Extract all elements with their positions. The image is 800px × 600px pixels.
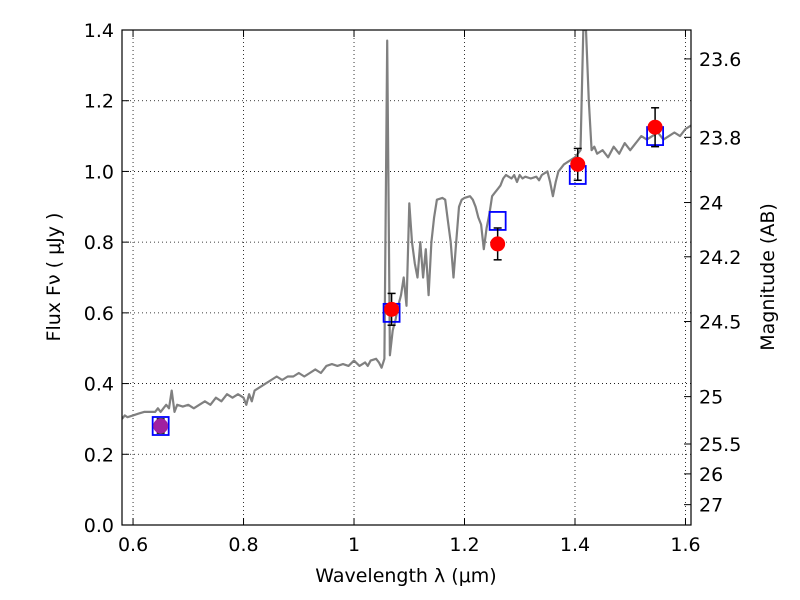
y-tick-label: 0.0: [84, 515, 114, 537]
y-tick-label: 0.8: [84, 232, 114, 254]
y2-tick-label: 24.2: [699, 247, 741, 269]
y2-tick-label: 27: [699, 495, 723, 517]
x-tick-label: 1.6: [670, 534, 700, 556]
y-axis-label: Flux Fν ( μJy ): [43, 213, 65, 342]
x-tick-label: 1.2: [449, 534, 479, 556]
y-tick-label: 1.2: [84, 91, 114, 113]
y-tick-label: 0.6: [84, 303, 114, 325]
y2-tick-label: 24.5: [699, 312, 741, 334]
y2-tick-label: 23.6: [699, 49, 741, 71]
x-axis-label: Wavelength λ (μm): [315, 565, 496, 587]
model-square-marker: [151, 416, 170, 436]
y2-tick-label: 25.5: [699, 434, 741, 456]
observed-point: [384, 301, 400, 317]
y-tick-label: 1.0: [84, 161, 114, 183]
observed-point: [647, 119, 663, 135]
y2-tick-label: 24: [699, 193, 723, 215]
observed-point: [490, 236, 506, 252]
y-tick-label: 0.2: [84, 444, 114, 466]
y2-tick-label: 26: [699, 464, 723, 486]
y2-axis-label: Magnitude (AB): [757, 203, 779, 351]
observed-point: [153, 418, 169, 434]
x-tick-label: 1.4: [560, 534, 590, 556]
x-tick-label: 1: [348, 534, 360, 556]
marker-layer: [151, 107, 664, 436]
y2-tick-label: 25: [699, 387, 723, 409]
observed-point: [570, 156, 586, 172]
y-tick-label: 0.4: [84, 374, 114, 396]
y2-tick-label: 23.8: [699, 127, 741, 149]
tick-layer: 0.6 0.8 1 1.2 1.4 1.6 0.0 0.2 0.4 0.6 0.8 1.0 1.2 1.4…: [84, 20, 742, 556]
x-tick-label: 0.8: [228, 534, 258, 556]
plot-frame: [121, 29, 692, 526]
y-tick-label: 1.4: [84, 20, 114, 42]
x-tick-label: 0.6: [118, 534, 148, 556]
